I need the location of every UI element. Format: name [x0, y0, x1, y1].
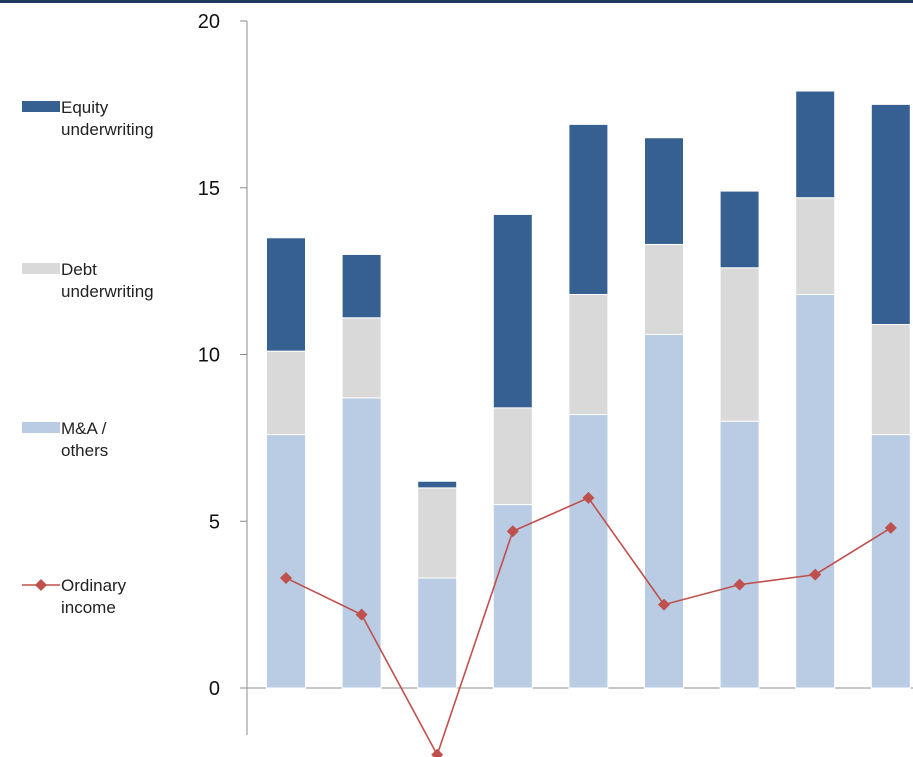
- bar-segment: [870, 323, 911, 436]
- ordinary-income-point: [658, 598, 670, 611]
- ordinary-income-point: [431, 748, 444, 757]
- bar-segment: [266, 350, 306, 436]
- bar-segment: [568, 293, 609, 416]
- bar-segment: [870, 434, 911, 689]
- bar-segment: [417, 577, 458, 689]
- legend-swatch: [22, 422, 60, 433]
- ordinary-income-point: [884, 521, 897, 534]
- y-tick-label: 15: [198, 178, 220, 200]
- bar-segment: [795, 293, 836, 689]
- y-tick-label: 10: [198, 345, 220, 367]
- bar-segment: [341, 253, 382, 319]
- legend-swatch: [22, 263, 60, 274]
- bar-segment: [719, 190, 760, 269]
- bars-layer: [266, 90, 911, 689]
- top-rule: [0, 0, 913, 3]
- bar-segment: [719, 420, 760, 689]
- bar-segment: [492, 407, 533, 506]
- ordinary-income-point: [582, 491, 595, 504]
- bar-segment: [795, 197, 836, 295]
- ordinary-income-point: [733, 578, 746, 591]
- legend-label: Debt: [61, 260, 97, 279]
- y-tick-label: 20: [198, 11, 220, 33]
- bar-segment: [795, 90, 836, 199]
- bar-segment: [266, 434, 306, 689]
- bar-segment: [341, 317, 382, 399]
- legend: Equity underwriting Debt underwriting M&A / o…: [22, 98, 154, 617]
- y-tick-label: 5: [209, 511, 220, 533]
- legend-label: income: [61, 598, 116, 617]
- legend-label: underwriting: [61, 120, 154, 139]
- ordinary-income-layer: [280, 491, 897, 757]
- bar-segment: [417, 480, 458, 489]
- bar-segment: [341, 397, 382, 689]
- bar-segment: [644, 243, 684, 335]
- legend-label: underwriting: [61, 282, 154, 301]
- bar-segment: [644, 333, 684, 689]
- bar-segment: [644, 137, 684, 245]
- legend-label: Ordinary: [61, 576, 127, 595]
- bar-segment: [568, 414, 609, 689]
- bar-segment: [492, 213, 533, 409]
- bar-segment: [568, 123, 609, 295]
- ordinary-income-point: [809, 568, 822, 581]
- bar-segment: [417, 487, 458, 579]
- ordinary-income-point: [280, 571, 292, 584]
- ordinary-income-point: [355, 608, 368, 621]
- ordinary-income-point: [506, 525, 519, 538]
- legend-label: others: [61, 441, 108, 460]
- legend-label: Equity: [61, 98, 109, 117]
- bar-segment: [266, 237, 306, 352]
- legend-label: M&A /: [61, 419, 107, 438]
- bar-segment: [719, 267, 760, 422]
- bar-segment: [870, 103, 911, 325]
- legend-swatch: [22, 101, 60, 112]
- legend-marker: [35, 579, 47, 591]
- y-tick-label: 0: [209, 678, 220, 700]
